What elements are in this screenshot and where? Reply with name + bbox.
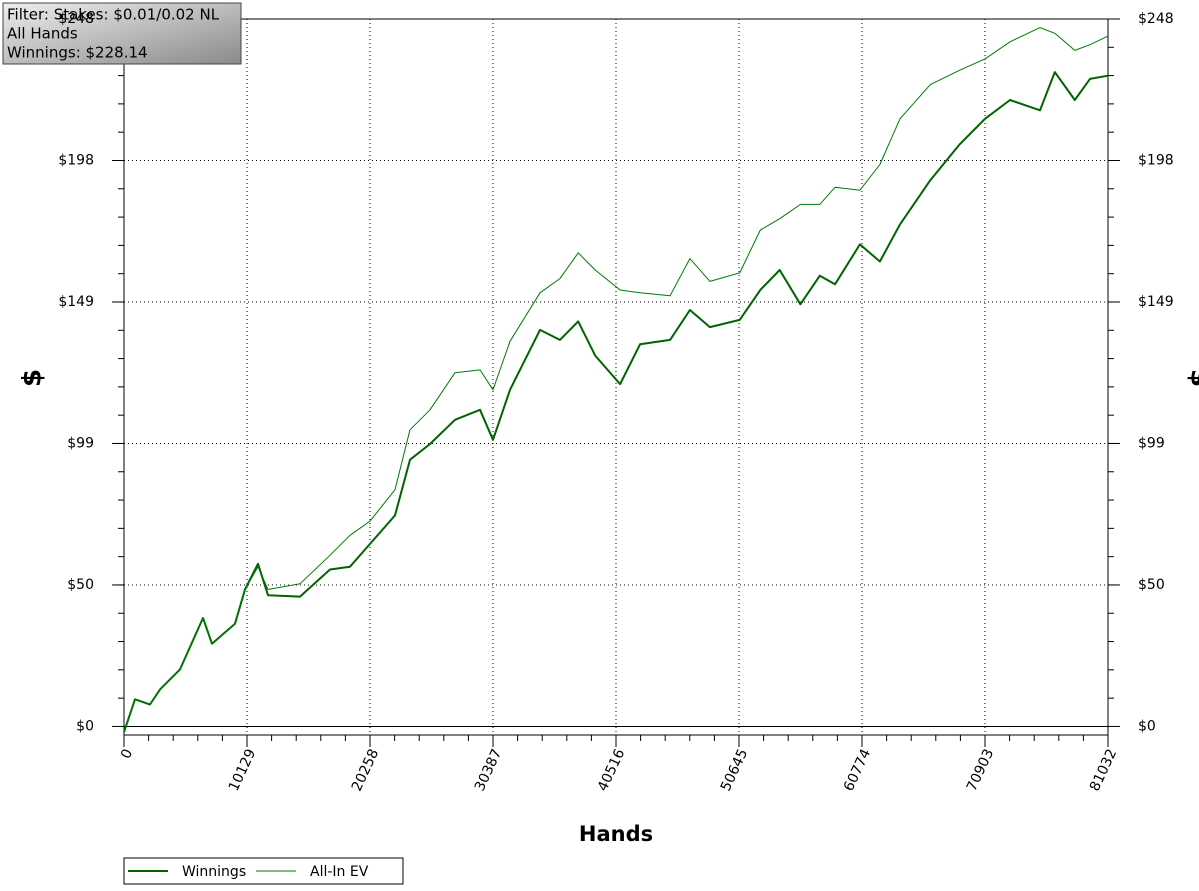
x-tick-label: 0 — [118, 747, 136, 762]
y-tick-label: $0 — [76, 718, 94, 734]
x-tick-label: 30387 — [472, 747, 505, 794]
y2-tick-label: $149 — [1138, 294, 1174, 310]
y2-tick-label: $99 — [1138, 435, 1165, 451]
legend-label: All-In EV — [310, 864, 369, 880]
grid — [112, 18, 1120, 747]
y2-tick-label: $50 — [1138, 577, 1165, 593]
info-text: Winnings: $228.14 — [7, 44, 148, 62]
x-tick-label: 50645 — [718, 747, 751, 794]
x-axis-title: Hands — [579, 822, 653, 846]
y-tick-label: $198 — [58, 152, 94, 168]
y-tick-label: $248 — [58, 11, 94, 27]
legend-label: Winnings — [182, 864, 246, 880]
series-line — [123, 27, 1109, 733]
y2-axis-title: $ — [1185, 369, 1199, 387]
x-tick-label: 20258 — [349, 747, 382, 794]
x-tick-label: 10129 — [226, 747, 259, 794]
info-text: Filter: Stakes: $0.01/0.02 NL — [7, 6, 220, 24]
x-tick-label: 81032 — [1087, 747, 1120, 794]
y-tick-label: $99 — [67, 435, 94, 451]
y-tick-label: $149 — [58, 294, 94, 310]
x-tick-label: 60774 — [841, 747, 874, 794]
y-tick-label: $50 — [67, 577, 94, 593]
y-axis-title: $ — [18, 369, 48, 387]
y2-tick-label: $248 — [1138, 11, 1174, 27]
x-tick-label: 70903 — [964, 747, 997, 794]
lines — [123, 27, 1109, 733]
y2-tick-label: $0 — [1138, 718, 1156, 734]
x-tick-label: 40516 — [595, 747, 628, 794]
y2-tick-label: $198 — [1138, 152, 1174, 168]
info-box — [2, 2, 242, 65]
info-text: All Hands — [7, 25, 78, 43]
